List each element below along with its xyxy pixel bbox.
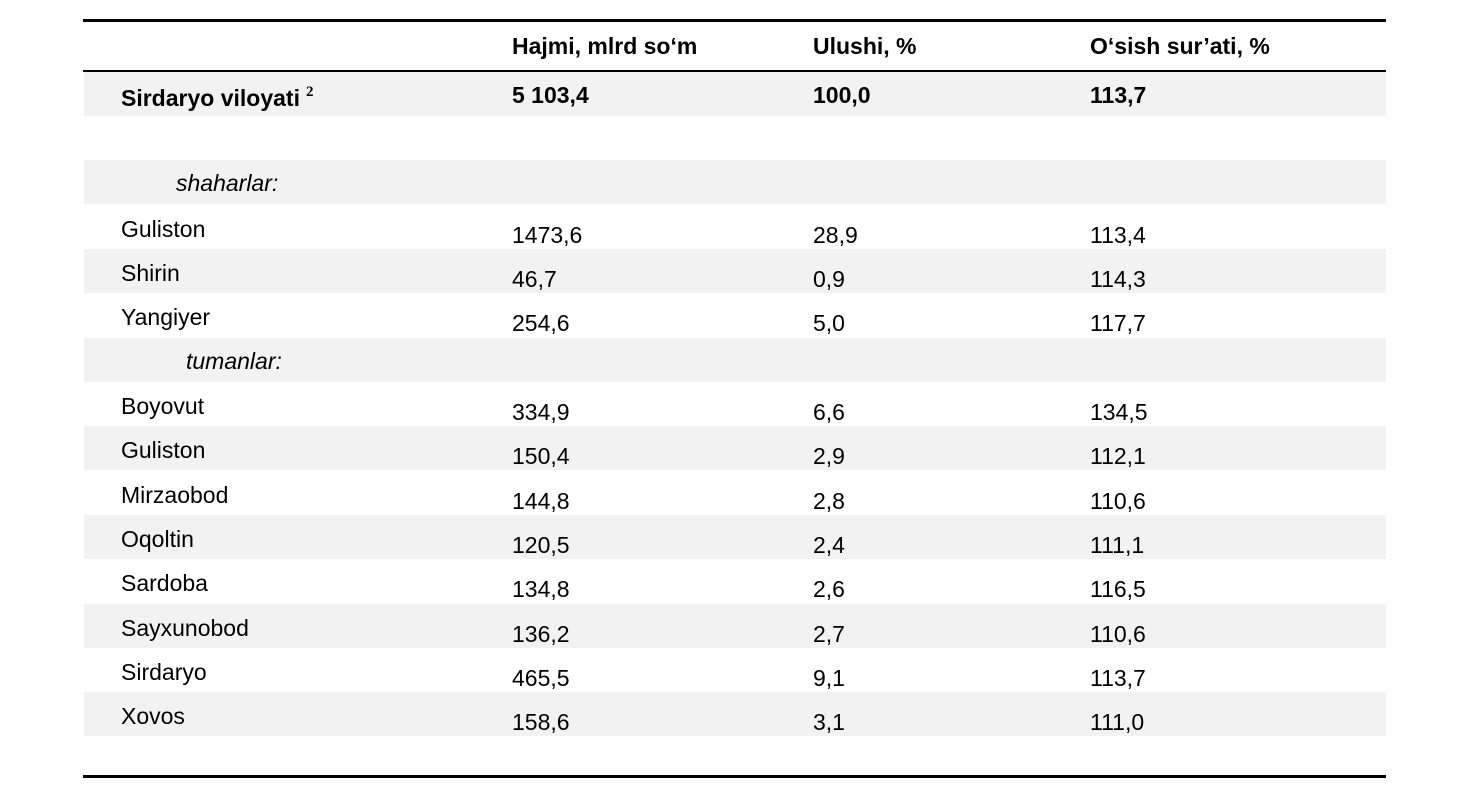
row-name: Guliston (121, 437, 206, 464)
row-cell: 3,1 (813, 709, 845, 736)
row-cell: 144,8 (512, 487, 570, 514)
row-shade (84, 72, 1386, 116)
column-header: Ulushi, % (813, 33, 917, 59)
bottom-rule (83, 775, 1386, 778)
row-name: Oqoltin (121, 526, 194, 552)
row-cell: 46,7 (512, 265, 557, 292)
column-header: O‘sish sur’ati, % (1090, 33, 1270, 59)
header-rule (83, 70, 1386, 72)
row-cell: 9,1 (813, 664, 845, 691)
row-cell: 116,5 (1090, 576, 1146, 603)
group-label: tumanlar: (186, 347, 282, 374)
row-shade (84, 603, 1386, 648)
total-cell: 113,7 (1090, 82, 1147, 108)
row-name: Mirzaobod (121, 481, 229, 508)
row-cell: 111,1 (1090, 532, 1145, 558)
row-cell: 1473,6 (512, 221, 583, 248)
row-cell: 112,1 (1090, 443, 1146, 470)
total-cell: 5 103,4 (512, 82, 589, 108)
row-cell: 2,9 (813, 443, 845, 470)
row-cell: 2,7 (813, 620, 845, 647)
row-name: Sirdaryo (121, 658, 207, 685)
row-cell: 2,4 (813, 532, 845, 558)
row-cell: 2,8 (813, 487, 845, 514)
row-cell: 134,5 (1090, 399, 1148, 426)
row-name: Yangiyer (121, 304, 211, 331)
row-shade (84, 515, 1386, 559)
row-cell: 110,6 (1090, 487, 1146, 514)
group-label: shaharlar: (176, 170, 279, 196)
row-shade (84, 248, 1386, 293)
row-cell: 150,4 (512, 443, 570, 470)
column-header: Hajmi, mlrd so‘m (512, 33, 698, 59)
row-name: Boyovut (121, 393, 205, 420)
row-name: Shirin (121, 259, 180, 286)
row-shade (84, 160, 1386, 204)
row-shade (84, 337, 1386, 382)
row-cell: 136,2 (512, 620, 570, 647)
row-cell: 113,7 (1090, 664, 1146, 691)
row-cell: 120,5 (512, 532, 570, 558)
row-cell: 254,6 (512, 310, 570, 337)
row-name: Guliston (121, 215, 206, 242)
row-cell: 334,9 (512, 399, 570, 426)
row-shade (84, 692, 1386, 737)
total-name: Sirdaryo viloyati 2 (121, 85, 313, 110)
row-cell: 2,6 (813, 576, 845, 603)
row-cell: 158,6 (512, 709, 570, 736)
row-cell: 117,7 (1090, 310, 1146, 337)
row-cell: 5,0 (813, 310, 845, 337)
row-name: Sayxunobod (121, 614, 249, 641)
row-cell: 113,4 (1090, 221, 1146, 248)
row-name: Sardoba (121, 570, 208, 597)
row-cell: 110,6 (1090, 620, 1146, 647)
row-cell: 111,0 (1090, 709, 1145, 736)
total-cell: 100,0 (813, 82, 871, 108)
row-cell: 134,8 (512, 576, 570, 603)
row-cell: 114,3 (1090, 265, 1146, 292)
footnote-marker: 2 (305, 84, 314, 100)
row-cell: 465,5 (512, 664, 570, 691)
row-shade (84, 426, 1386, 471)
row-cell: 0,9 (813, 265, 845, 292)
total-name-text: Sirdaryo viloyati (121, 85, 300, 111)
row-name: Xovos (121, 703, 185, 730)
row-cell: 6,6 (813, 399, 845, 426)
top-rule (83, 19, 1386, 22)
row-cell: 28,9 (813, 221, 858, 248)
